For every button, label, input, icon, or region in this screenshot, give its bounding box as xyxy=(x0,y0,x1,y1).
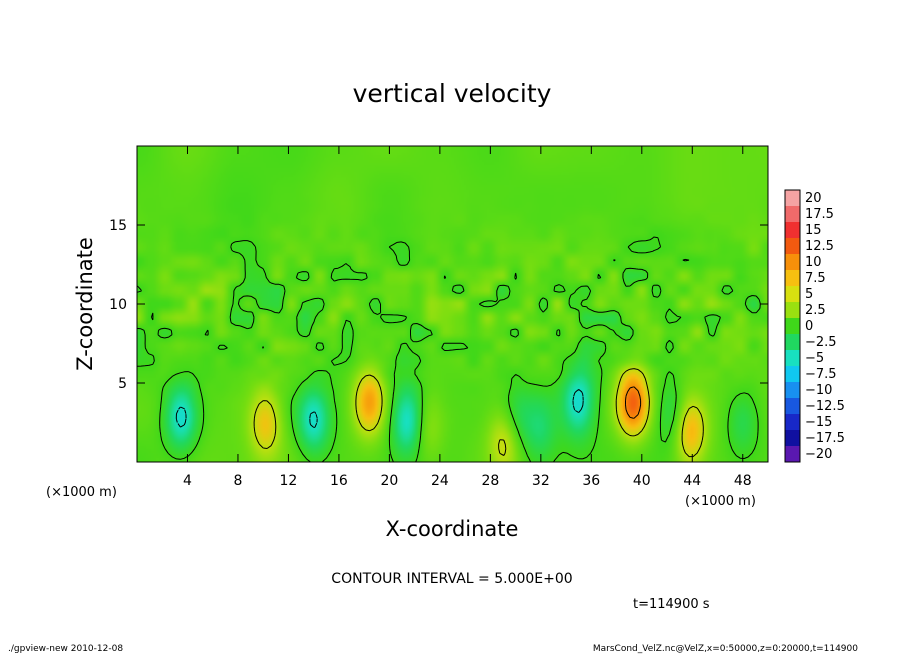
colorbar-swatch xyxy=(785,366,800,383)
contour-lines xyxy=(136,236,761,463)
colorbar-label: 12.5 xyxy=(805,239,834,254)
colorbar-label: 7.5 xyxy=(805,271,826,286)
colorbar-label: −15 xyxy=(805,415,832,430)
y-axis-unit: (×1000 m) xyxy=(685,494,756,509)
x-tick-label: 20 xyxy=(380,473,398,489)
colorbar-swatch xyxy=(785,190,800,207)
x-tick-label: 24 xyxy=(431,473,449,489)
colorbar-swatch xyxy=(785,446,800,463)
contour-level-line xyxy=(175,389,584,429)
colorbar-label: −7.5 xyxy=(805,367,837,382)
x-tick-label: 32 xyxy=(532,473,550,489)
y-axis: 5 10 15 xyxy=(109,218,768,392)
colorbar-label: −2.5 xyxy=(805,335,837,350)
colorbar-swatch xyxy=(785,382,800,399)
y-axis-title: Z-coordinate xyxy=(73,237,97,371)
colorbar-swatch xyxy=(785,350,800,367)
y-tick-label: 5 xyxy=(118,376,127,392)
colorbar-label: 5 xyxy=(805,287,813,302)
colorbar-label: 20 xyxy=(805,191,822,206)
y-tick-label: 15 xyxy=(109,218,127,234)
colorbar-swatch xyxy=(785,238,800,255)
colorbar-swatch xyxy=(785,222,800,239)
colorbar-swatch xyxy=(785,414,800,431)
colorbar-label: 15 xyxy=(805,223,822,238)
x-tick-label: 40 xyxy=(633,473,651,489)
x-axis-title: X-coordinate xyxy=(386,517,519,541)
colorbar-label: −5 xyxy=(805,351,824,366)
colorbar-label: 10 xyxy=(805,255,822,270)
x-tick-label: 28 xyxy=(481,473,499,489)
colorbar-swatch xyxy=(785,318,800,335)
colorbar: 2017.51512.5107.552.50−2.5−5−7.5−10−12.5… xyxy=(784,189,845,463)
x-tick-label: 8 xyxy=(233,473,242,489)
colorbar-label: −10 xyxy=(805,383,832,398)
footer-right: MarsCond_VelZ.nc@VelZ,x=0:50000,z=0:2000… xyxy=(593,644,858,654)
x-tick-label: 12 xyxy=(280,473,298,489)
x-tick-label: 36 xyxy=(582,473,600,489)
contour-interval-text: CONTOUR INTERVAL = 5.000E+00 xyxy=(331,571,572,587)
footer-left: ./gpview-new 2010-12-08 xyxy=(8,644,123,654)
contour-level-line xyxy=(253,368,704,458)
chart-title: vertical velocity xyxy=(353,79,552,108)
colorbar-swatch xyxy=(785,334,800,351)
colorbar-swatch xyxy=(785,270,800,287)
colorbar-swatch xyxy=(785,430,800,447)
colorbar-swatch xyxy=(785,302,800,319)
colorbar-swatch xyxy=(785,286,800,303)
colorbar-label: 17.5 xyxy=(805,207,834,222)
x-tick-label: 4 xyxy=(183,473,192,489)
colorbar-frame xyxy=(784,189,801,463)
colorbar-label: 2.5 xyxy=(805,303,826,318)
x-tick-label: 44 xyxy=(683,473,701,489)
contour-level-line xyxy=(625,386,642,419)
colorbar-swatch xyxy=(785,254,800,271)
x-axis: 4 8 12 16 20 24 28 32 36 40 44 48 xyxy=(183,146,752,489)
colorbar-label: −20 xyxy=(805,447,832,462)
colorbar-swatch xyxy=(785,206,800,223)
x-axis-unit: (×1000 m) xyxy=(46,485,117,500)
velocity-field xyxy=(137,146,768,462)
time-stamp: t=114900 s xyxy=(633,597,710,612)
colorbar-swatch xyxy=(785,398,800,415)
colorbar-label: −12.5 xyxy=(805,399,845,414)
x-tick-label: 16 xyxy=(330,473,348,489)
x-tick-label: 48 xyxy=(734,473,752,489)
colorbar-label: 0 xyxy=(805,319,813,334)
y-tick-label: 10 xyxy=(109,297,127,313)
contour-level-line xyxy=(136,236,761,463)
colorbar-label: −17.5 xyxy=(805,431,845,446)
